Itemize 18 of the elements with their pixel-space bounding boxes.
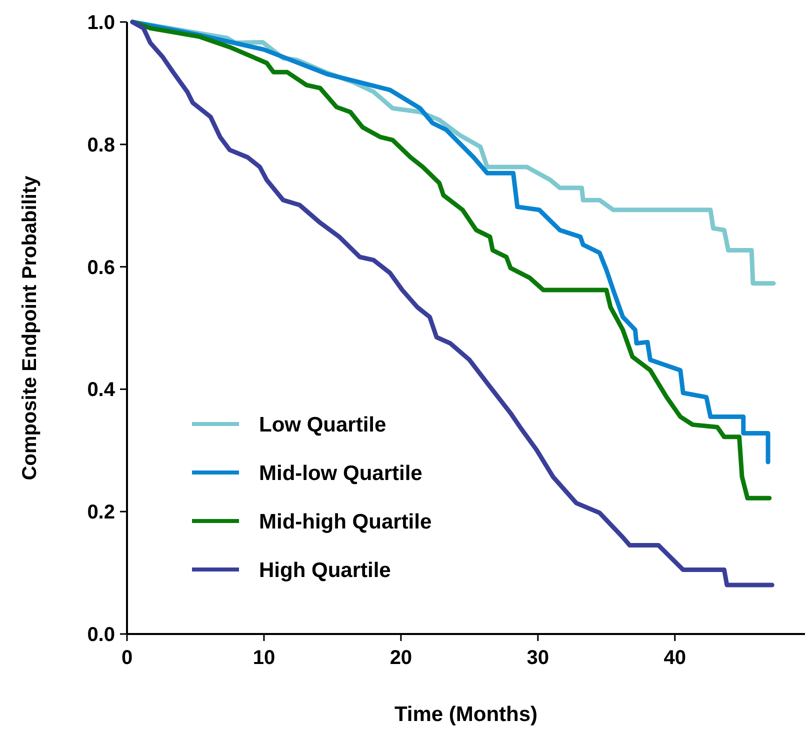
y-tick-label: 0.8 bbox=[87, 134, 115, 156]
x-tick-label: 30 bbox=[526, 647, 550, 669]
x-tick-label: 40 bbox=[664, 647, 686, 669]
y-tick-label: 0.2 bbox=[87, 502, 115, 524]
x-tick-label: 20 bbox=[390, 647, 412, 669]
y-tick-label: 0.0 bbox=[87, 624, 115, 646]
legend-label: High Quartile bbox=[259, 558, 391, 582]
x-axis-title: Time (Months) bbox=[394, 703, 538, 726]
legend-label: Mid-low Quartile bbox=[259, 462, 422, 485]
x-tick-label: 10 bbox=[252, 647, 276, 669]
legend-label: Low Quartile bbox=[259, 413, 386, 436]
y-axis-title: Composite Endpoint Probability bbox=[19, 174, 41, 480]
legend-label: Mid-high Quartile bbox=[259, 510, 432, 534]
line-series bbox=[130, 20, 774, 588]
y-tick-label: 0.4 bbox=[87, 379, 116, 402]
x-tick-label: 0 bbox=[121, 647, 133, 669]
y-tick-label: 0.6 bbox=[87, 256, 115, 279]
y-tick-label: 1.0 bbox=[87, 12, 115, 34]
